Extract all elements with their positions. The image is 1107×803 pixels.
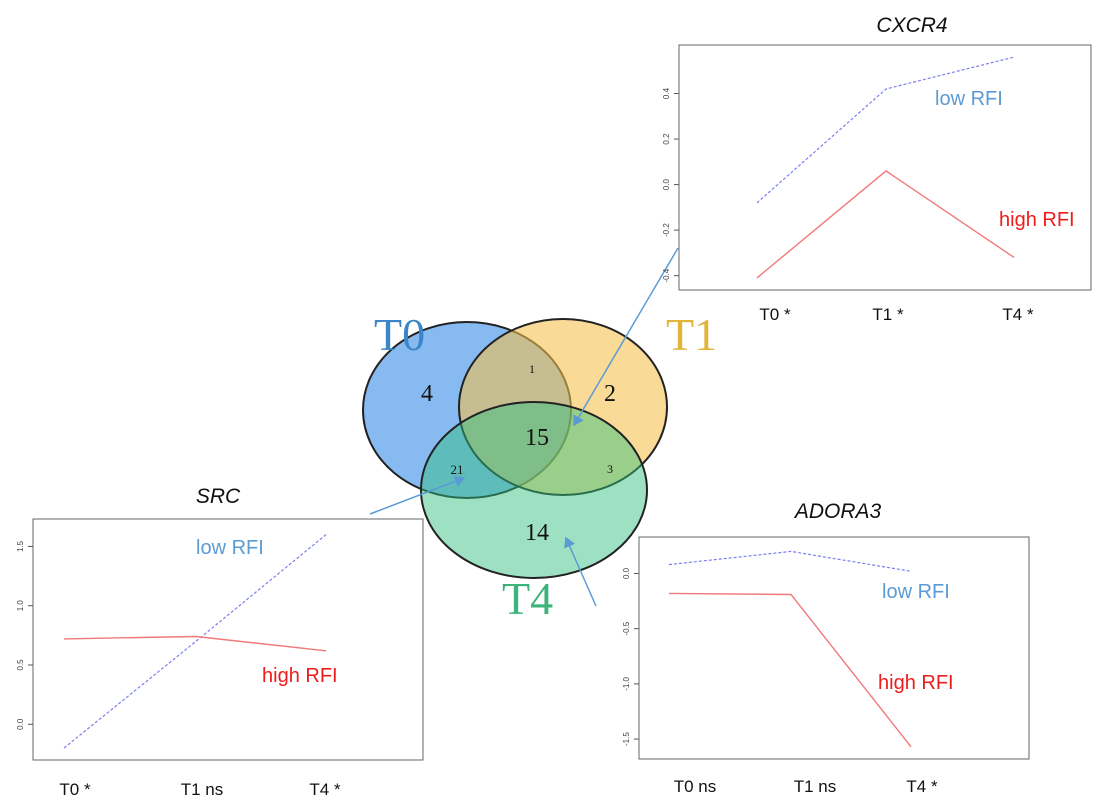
x-tick-label: T4 * <box>906 777 938 796</box>
series-label-high-rfi: high RFI <box>878 672 954 694</box>
series-line-low-rfi <box>756 56 1015 204</box>
chart-cxcr4: CXCR4 -0.4 -0.2 0.0 0.2 0.4 T0 * T1 * T4 * low RF… <box>662 14 1092 324</box>
series-label-low-rfi: low RFI <box>196 537 264 559</box>
arrow-adora3 <box>564 536 597 607</box>
y-tick-label: 0.5 <box>16 659 25 671</box>
x-tick-label: T1 ns <box>794 777 837 796</box>
series-line-high-rfi <box>63 635 327 652</box>
x-tick-label: T1 ns <box>181 780 224 799</box>
x-tick-label: T4 * <box>309 780 341 799</box>
series-label-high-rfi: high RFI <box>999 209 1075 231</box>
x-tick-label: T4 * <box>1002 305 1034 324</box>
series-line-high-rfi <box>756 170 1015 279</box>
y-tick-label: -0.5 <box>622 621 631 635</box>
line-charts: CXCR4 -0.4 -0.2 0.0 0.2 0.4 T0 * T1 * T4 * low RF… <box>16 14 1092 799</box>
arrow-src <box>369 475 466 515</box>
y-tick-label: -1.5 <box>622 732 631 746</box>
y-tick-label: -1.0 <box>622 676 631 690</box>
chart-title: SRC <box>196 485 241 508</box>
chart-src: SRC 0.0 0.5 1.0 1.5 T0 * T1 ns T4 * low RFI high … <box>16 485 424 799</box>
chart-adora3: ADORA3 -1.5 -1.0 -0.5 0.0 T0 ns T1 ns T4 * low R… <box>622 500 1030 796</box>
venn-count-t0-t1-t4: 15 <box>525 425 549 451</box>
venn-count-t0-only: 4 <box>421 381 433 407</box>
chart-title: ADORA3 <box>793 500 882 523</box>
y-tick-label: 1.5 <box>16 540 25 552</box>
venn-set-t1 <box>458 318 668 496</box>
y-tick-label: 0.0 <box>16 718 25 730</box>
venn-set-t4 <box>420 401 648 579</box>
y-tick-label: 0.4 <box>662 87 671 99</box>
plot-frame <box>638 536 1030 760</box>
plot-frame <box>678 44 1092 291</box>
venn-count-t0-t4: 21 <box>451 462 464 477</box>
venn-diagram: T0 T1 T4 4 1 2 15 21 3 14 <box>362 309 717 624</box>
venn-count-t1-t4: 3 <box>607 462 613 476</box>
venn-label-t0: T0 <box>374 309 425 360</box>
x-tick-label: T0 ns <box>674 777 717 796</box>
chart-title: CXCR4 <box>876 14 947 37</box>
series-label-high-rfi: high RFI <box>262 665 338 687</box>
venn-count-t4-only: 14 <box>525 520 549 546</box>
y-tick-label: -0.2 <box>662 223 671 237</box>
venn-count-t0-t1: 1 <box>529 362 535 376</box>
y-tick-label: 0.0 <box>622 567 631 579</box>
venn-count-t1-only: 2 <box>604 381 616 407</box>
series-line-low-rfi <box>668 550 912 572</box>
arrow-cxcr4 <box>573 247 679 427</box>
series-line-high-rfi <box>668 592 912 748</box>
plot-frame <box>32 518 424 761</box>
series-label-low-rfi: low RFI <box>882 581 950 603</box>
series-line-low-rfi <box>63 534 327 749</box>
y-tick-label: 0.0 <box>662 178 671 190</box>
y-tick-label: 1.0 <box>16 600 25 612</box>
y-tick-label: -0.4 <box>662 268 671 282</box>
y-tick-label: 0.2 <box>662 133 671 145</box>
x-tick-label: T1 * <box>872 305 904 324</box>
connector-arrows <box>369 247 679 607</box>
venn-label-t4: T4 <box>502 573 553 624</box>
x-tick-label: T0 * <box>59 780 91 799</box>
x-tick-label: T0 * <box>759 305 791 324</box>
venn-label-t1: T1 <box>666 309 717 360</box>
series-label-low-rfi: low RFI <box>935 88 1003 110</box>
